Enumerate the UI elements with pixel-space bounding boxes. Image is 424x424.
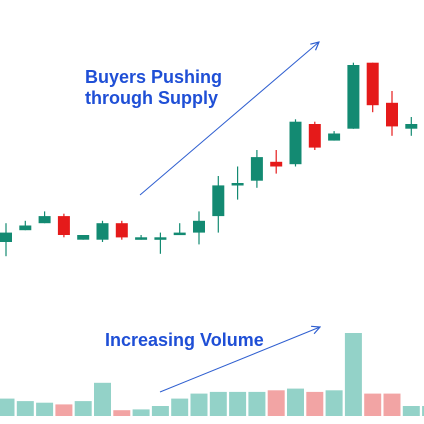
candle-body — [193, 220, 205, 233]
volume-trend-arrow — [159, 327, 320, 393]
volume-bar — [383, 393, 401, 416]
volume-bar — [248, 391, 266, 416]
candle — [347, 62, 360, 129]
volume-bar — [267, 390, 285, 416]
candle-body — [212, 185, 225, 217]
candle — [231, 166, 244, 200]
candle-body — [405, 124, 418, 129]
volume-bar — [364, 393, 382, 416]
volume-bar — [229, 391, 247, 416]
volume-bar — [209, 391, 227, 416]
candle-body — [57, 216, 70, 235]
volume-bar — [74, 401, 92, 416]
candle — [250, 150, 263, 188]
candle — [96, 220, 109, 242]
volume-bars — [0, 333, 424, 416]
volume-bar — [55, 404, 73, 416]
candle-body — [38, 216, 51, 224]
volume-bar — [325, 390, 343, 416]
candle — [405, 117, 418, 136]
volume-bar — [306, 391, 324, 416]
volume-bar — [132, 409, 150, 416]
candle-body — [154, 237, 167, 240]
volume-bar — [16, 401, 34, 416]
volume-bar — [171, 398, 189, 416]
candle-body — [96, 223, 109, 240]
annotation-buyers-line2: through Supply — [85, 88, 218, 108]
price-candles — [0, 62, 418, 257]
volume-bar — [344, 333, 362, 416]
candle — [57, 213, 70, 238]
candle-body — [115, 223, 128, 238]
candle — [386, 91, 398, 136]
candle-body — [77, 235, 90, 240]
volume-bar — [422, 406, 424, 416]
volume-bar — [0, 398, 15, 416]
volume-bar — [36, 402, 54, 416]
candle-body — [328, 133, 341, 141]
volume-bar — [402, 406, 420, 416]
candle-body — [231, 183, 244, 186]
candle-body — [173, 232, 186, 236]
candle — [289, 119, 302, 167]
volume-bar — [94, 382, 111, 416]
candle-body — [250, 157, 263, 181]
candle-body — [308, 124, 321, 148]
candle — [77, 235, 90, 240]
candle — [115, 220, 128, 240]
candle-body — [270, 161, 283, 167]
volume-bar — [287, 388, 304, 416]
candle — [328, 131, 341, 141]
candle — [173, 223, 186, 236]
volume-bar — [190, 393, 208, 416]
candle-body — [366, 62, 379, 106]
price-trend-arrow — [139, 42, 319, 196]
candle-body — [0, 232, 12, 242]
annotation-buyers-line1: Buyers Pushing — [85, 67, 222, 87]
candle-body — [135, 237, 148, 240]
candle — [308, 121, 321, 150]
volume-bar — [151, 406, 169, 416]
candle — [366, 62, 379, 113]
candle — [212, 176, 225, 233]
candle — [38, 211, 51, 224]
candle-body — [347, 65, 360, 129]
annotation-volume: Increasing Volume — [105, 330, 264, 350]
volume-bar — [113, 410, 131, 416]
candle — [154, 232, 167, 254]
candle — [193, 211, 205, 245]
candle-body — [289, 121, 302, 165]
candle — [0, 223, 12, 257]
candle — [270, 150, 283, 174]
candle — [135, 235, 148, 240]
candle — [19, 220, 32, 231]
candle-body — [386, 102, 398, 127]
candle-body — [19, 225, 32, 231]
